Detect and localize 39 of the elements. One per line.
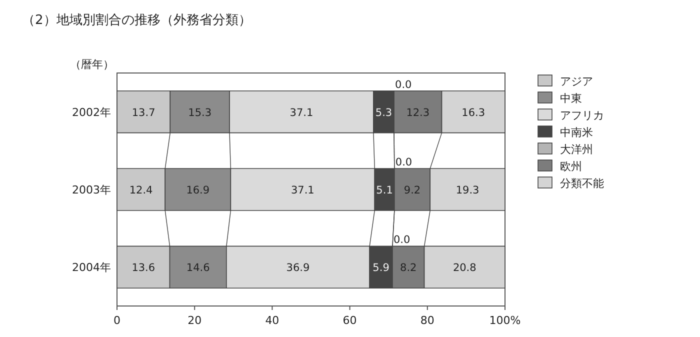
legend-label: アジア — [560, 75, 593, 88]
y-axis-title: （暦年） — [70, 58, 114, 71]
data-label: 12.4 — [129, 184, 154, 196]
data-label: 13.6 — [132, 262, 156, 274]
x-tick-label: 20 — [188, 314, 202, 327]
data-label: 13.7 — [132, 106, 156, 119]
x-tick-label: 40 — [265, 314, 280, 327]
data-label: 15.3 — [188, 106, 212, 119]
x-tick-label: 0 — [114, 314, 120, 327]
legend-label: 欧州 — [560, 160, 582, 173]
chart-title: （2）地域別割合の推移（外務省分類） — [22, 13, 252, 28]
data-label: 37.1 — [290, 184, 314, 196]
annotation: 0.0 — [393, 234, 410, 246]
data-label: 5.1 — [376, 184, 393, 196]
y-tick-label: 2003年 — [72, 184, 111, 196]
data-label: 20.8 — [452, 262, 476, 274]
data-label: 5.3 — [375, 106, 392, 119]
data-label: 9.2 — [404, 184, 421, 196]
data-label: 14.6 — [186, 262, 210, 274]
data-label: 8.2 — [400, 262, 417, 274]
data-label: 5.9 — [372, 262, 390, 274]
data-label: 36.9 — [286, 262, 310, 274]
annotation: 0.0 — [395, 78, 412, 91]
data-label: 12.3 — [406, 106, 430, 119]
y-tick-label: 2002年 — [72, 106, 111, 119]
data-label: 19.3 — [456, 184, 480, 196]
legend-label: 中東 — [560, 92, 582, 105]
legend-label: アフリカ — [560, 109, 604, 122]
data-label: 37.1 — [290, 106, 314, 119]
y-tick-label: 2004年 — [72, 261, 111, 274]
x-tick-label: 100% — [489, 314, 521, 327]
annotation: 0.0 — [395, 156, 412, 169]
legend-label: 分類不能 — [560, 177, 604, 190]
data-label: 16.3 — [462, 106, 486, 119]
x-tick-label: 60 — [342, 314, 357, 327]
x-tick-label: 80 — [420, 314, 434, 327]
legend-label: 中南米 — [560, 126, 593, 139]
legend-label: 大洋州 — [560, 143, 593, 156]
data-label: 16.9 — [186, 184, 210, 196]
